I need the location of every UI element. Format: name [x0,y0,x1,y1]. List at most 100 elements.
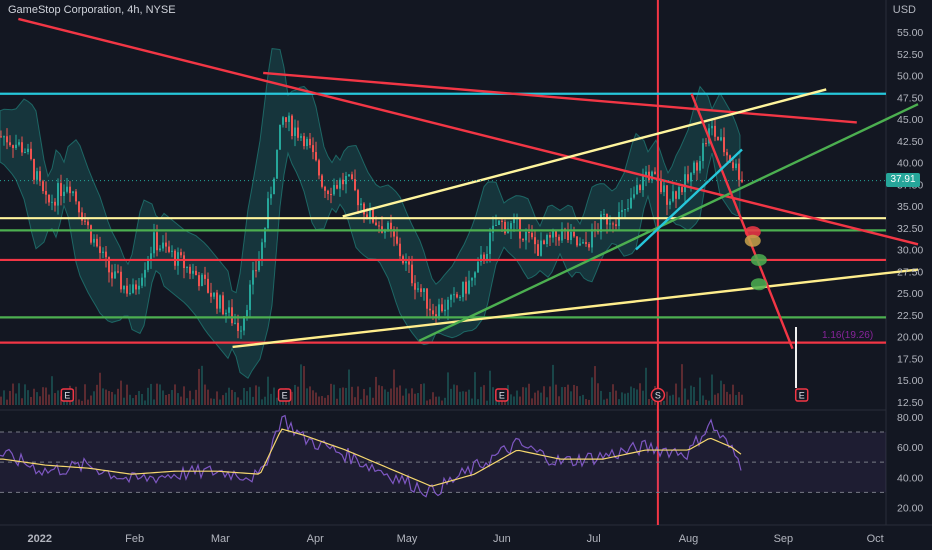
time-tick-label: Oct [867,533,884,545]
volume-bar [54,393,56,405]
candle-body [678,187,680,199]
candle-body [45,191,47,195]
candle-body [426,288,428,309]
rsi-pane-bg [0,410,886,525]
volume-bar [39,396,41,405]
volume-bar [555,384,557,405]
candle-body [252,270,254,285]
candle-body [687,174,689,182]
volume-bar [540,392,542,405]
volume-bar [84,384,86,405]
volume-bar [57,390,59,405]
volume-bar [171,390,173,405]
candle-body [102,251,104,253]
candle-body [72,191,74,194]
volume-bar [117,388,119,405]
volume-bar [462,391,464,405]
earnings-marker [277,388,292,402]
candle-body [267,198,269,229]
candle-body [123,285,125,290]
volume-bar [162,390,164,405]
volume-bar [567,384,569,405]
candle-body [465,281,467,294]
volume-bar [432,392,434,405]
candle-body [60,183,62,196]
candle-body [150,253,152,260]
candle-body [0,136,2,138]
price-tick-label: 32.50 [897,223,923,235]
volume-bar [513,396,515,405]
volume-bar [405,388,407,405]
volume-bar [723,384,725,405]
volume-bar [438,396,440,405]
candle-body [159,248,161,251]
candle-body [540,240,542,256]
volume-bar [87,399,89,405]
volume-bar [594,366,596,405]
volume-bar [528,383,530,405]
volume-bar [612,384,614,405]
candle-body [180,252,182,256]
trendline [18,17,919,246]
candle-body [378,225,380,227]
volume-bar [726,391,728,405]
trendline [263,71,857,124]
volume-bar [132,398,134,405]
volume-bar [741,394,743,405]
volume-bar [246,391,248,405]
volume-bar [618,399,620,405]
volume-bar [96,384,98,405]
candle-body [576,236,578,246]
volume-bar [294,384,296,405]
candle-body [279,124,281,150]
candle-body [420,288,422,292]
candle-body [450,294,452,300]
volume-bar [516,390,518,405]
trendline [690,93,794,350]
volume-bar [135,395,137,405]
candle-body [453,294,455,296]
candle-body [171,250,173,252]
volume-bar [111,391,113,405]
time-tick-label: Mar [211,533,230,545]
last-price-tag: 37.91 [886,173,920,187]
candle-body [366,214,368,219]
candle-body [81,212,83,221]
volume-bar [600,390,602,405]
volume-bar [564,387,566,405]
candle-body [525,231,527,241]
candle-body [471,277,473,281]
candle-body [738,163,740,180]
volume-bar [30,396,32,405]
candle-body [96,238,98,247]
candle-body [531,232,533,238]
candle-body [21,142,23,153]
candle-body [699,161,701,171]
candle-body [174,250,176,266]
candle-body [675,191,677,199]
candle-body [219,295,221,309]
volume-bar [477,399,479,405]
candle-body [18,142,20,145]
candle-body [537,244,539,256]
volume-bar [150,383,152,405]
volume-bar [615,390,617,405]
candle-body [108,257,110,273]
volume-bar [75,386,77,405]
volume-bar [48,394,50,405]
split-marker [650,387,666,403]
volume-bar [12,383,14,405]
volume-bar [609,392,611,405]
candle-body [51,201,53,203]
volume-bar [249,387,251,405]
candle-body [135,284,137,290]
volume-bar [99,372,101,405]
candle-body [162,242,164,249]
time-tick-label: 2022 [28,533,52,545]
volume-bar [465,391,467,405]
volume-bar [672,394,674,405]
volume-bar [552,364,554,405]
candle-body [360,203,362,206]
volume-bar [582,394,584,405]
